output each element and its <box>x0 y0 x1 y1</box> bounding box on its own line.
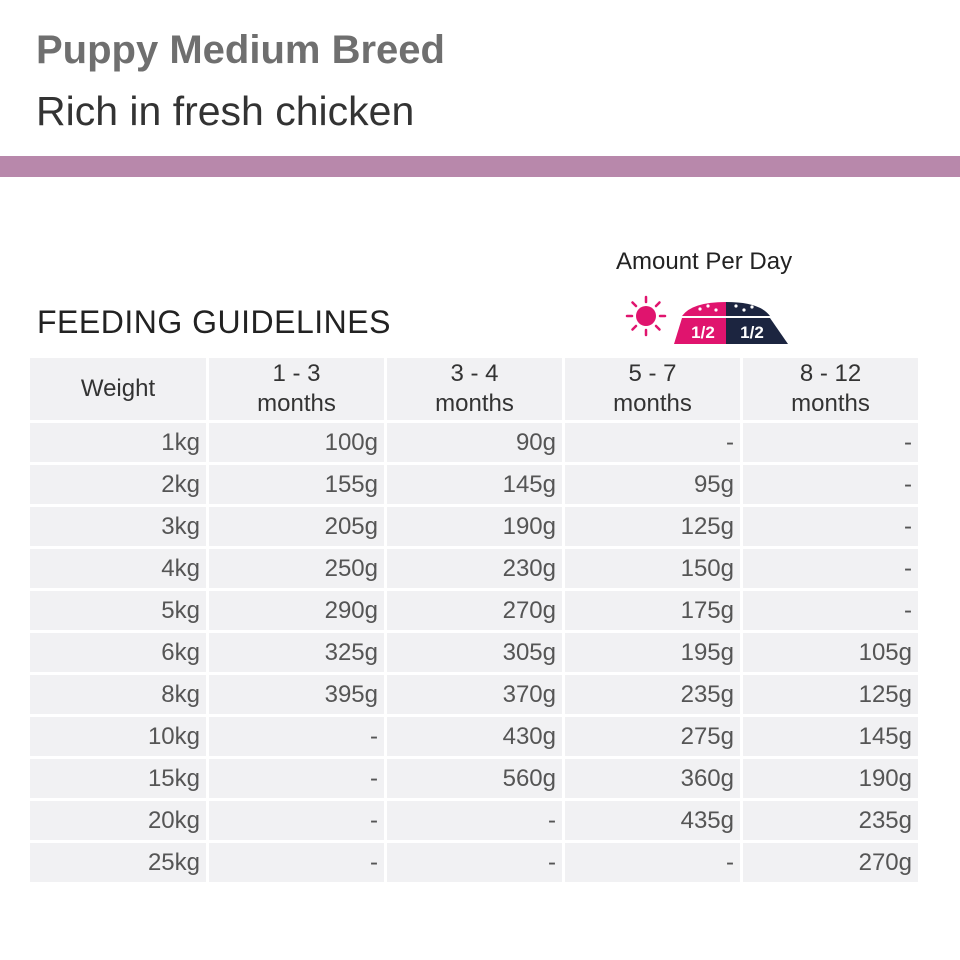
amount-per-day-label: Amount Per Day <box>616 248 793 275</box>
amount-cell: 125g <box>565 507 740 546</box>
feeding-table: Weight 1 - 3 months 3 - 4 months 5 - 7 mont… <box>27 355 921 885</box>
weight-cell: 20kg <box>30 801 206 840</box>
amount-cell: 430g <box>387 717 562 756</box>
amount-cell: 290g <box>209 591 384 630</box>
table-row: 4kg 250g 230g 150g - <box>30 549 918 588</box>
moon-icon <box>796 300 812 329</box>
amount-cell: 155g <box>209 465 384 504</box>
table-row: 3kg 205g 190g 125g - <box>30 507 918 546</box>
col-header-5-7-months: 5 - 7 months <box>565 358 740 420</box>
weight-cell: 6kg <box>30 633 206 672</box>
weight-cell: 2kg <box>30 465 206 504</box>
table-row: 25kg - - -270g <box>30 843 918 882</box>
amount-cell: 175g <box>565 591 740 630</box>
fraction-right: 1/2 <box>740 323 764 342</box>
food-bowl-icon: 1/2 1/2 <box>674 302 788 344</box>
col-header-unit: months <box>435 390 514 417</box>
amount-cell: 270g <box>743 843 918 882</box>
amount-cell: 235g <box>565 675 740 714</box>
amount-cell: - <box>209 801 384 840</box>
amount-cell: - <box>743 591 918 630</box>
amount-cell: - <box>565 843 740 882</box>
amount-cell: - <box>387 843 562 882</box>
amount-cell: 90g <box>387 423 562 462</box>
amount-cell: 230g <box>387 549 562 588</box>
col-header-label: Weight <box>80 375 156 402</box>
amount-cell: 195g <box>565 633 740 672</box>
accent-bar <box>0 156 960 177</box>
amount-cell: - <box>209 843 384 882</box>
amount-cell: - <box>743 549 918 588</box>
amount-cell: 325g <box>209 633 384 672</box>
weight-cell: 10kg <box>30 717 206 756</box>
col-header-8-12-months: 8 - 12 months <box>743 358 918 420</box>
weight-cell: 3kg <box>30 507 206 546</box>
page-title: Puppy Medium Breed <box>36 28 445 72</box>
amount-cell: 190g <box>387 507 562 546</box>
weight-cell: 5kg <box>30 591 206 630</box>
amount-cell: - <box>743 423 918 462</box>
amount-cell: 360g <box>565 759 740 798</box>
table-header-row: Weight 1 - 3 months 3 - 4 months 5 - 7 mont… <box>30 358 918 420</box>
amount-cell: 125g <box>743 675 918 714</box>
amount-cell: - <box>209 717 384 756</box>
amount-cell: 250g <box>209 549 384 588</box>
table-row: 8kg 395g 370g 235g 125g <box>30 675 918 714</box>
amount-cell: 205g <box>209 507 384 546</box>
col-header-unit: months <box>613 390 692 417</box>
amount-cell: - <box>743 465 918 504</box>
amount-cell: 395g <box>209 675 384 714</box>
amount-cell: 270g <box>387 591 562 630</box>
amount-cell: 95g <box>565 465 740 504</box>
col-header-unit: months <box>791 390 870 417</box>
table-row: 10kg -430g 275g 145g <box>30 717 918 756</box>
table-row: 2kg 155g 145g 95g - <box>30 465 918 504</box>
page-subtitle: Rich in fresh chicken <box>36 88 415 134</box>
amount-cell: 190g <box>743 759 918 798</box>
weight-cell: 4kg <box>30 549 206 588</box>
amount-cell: 305g <box>387 633 562 672</box>
fraction-left: 1/2 <box>691 323 715 342</box>
table-row: 20kg - -435g 235g <box>30 801 918 840</box>
amount-cell: 100g <box>209 423 384 462</box>
amount-cell: - <box>743 507 918 546</box>
weight-cell: 8kg <box>30 675 206 714</box>
col-header-3-4-months: 3 - 4 months <box>387 358 562 420</box>
amount-cell: 145g <box>743 717 918 756</box>
portion-icons: 1/2 1/2 <box>625 295 812 344</box>
amount-cell: - <box>387 801 562 840</box>
sun-icon <box>625 295 667 337</box>
amount-cell: - <box>565 423 740 462</box>
col-header-1-3-months: 1 - 3 months <box>209 358 384 420</box>
table-row: 5kg 290g 270g 175g - <box>30 591 918 630</box>
amount-cell: - <box>209 759 384 798</box>
col-header-label: 5 - 7 <box>628 360 677 387</box>
table-row: 6kg 325g 305g 195g 105g <box>30 633 918 672</box>
amount-cell: 145g <box>387 465 562 504</box>
col-header-weight: Weight <box>30 358 206 420</box>
table-row: 15kg -560g 360g 190g <box>30 759 918 798</box>
amount-cell: 235g <box>743 801 918 840</box>
col-header-label: 3 - 4 <box>450 360 499 387</box>
table-row: 1kg 100g 90g - - <box>30 423 918 462</box>
amount-cell: 435g <box>565 801 740 840</box>
table-body: 1kg 100g 90g - -2kg 155g 145g 95g -3kg 205g 190g 12… <box>30 423 918 882</box>
weight-cell: 25kg <box>30 843 206 882</box>
feeding-guidelines-heading: FEEDING GUIDELINES <box>37 304 391 340</box>
col-header-label: 1 - 3 <box>272 360 321 387</box>
amount-cell: 560g <box>387 759 562 798</box>
col-header-label: 8 - 12 <box>799 360 862 387</box>
amount-cell: 275g <box>565 717 740 756</box>
amount-cell: 105g <box>743 633 918 672</box>
col-header-unit: months <box>257 390 336 417</box>
amount-cell: 370g <box>387 675 562 714</box>
weight-cell: 15kg <box>30 759 206 798</box>
amount-cell: 150g <box>565 549 740 588</box>
weight-cell: 1kg <box>30 423 206 462</box>
